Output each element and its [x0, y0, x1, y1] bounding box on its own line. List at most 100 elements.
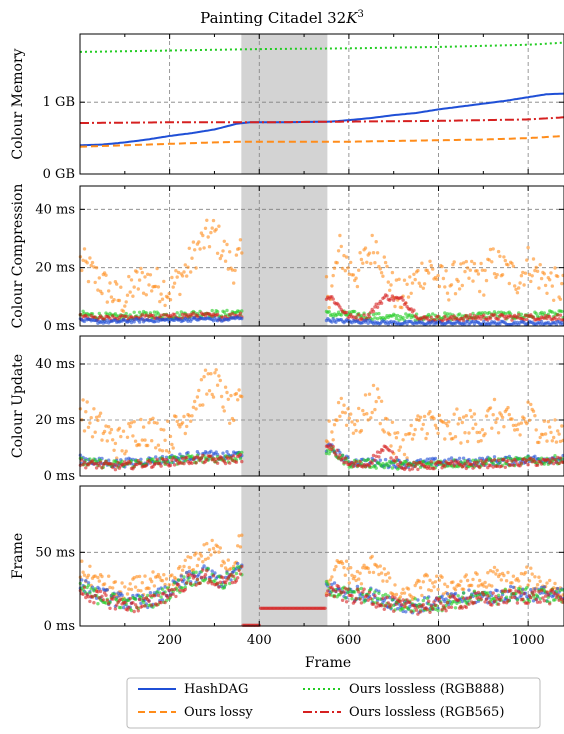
data-point-lossy: [470, 259, 474, 264]
data-point-lossy: [93, 430, 97, 434]
data-point-lossy: [166, 419, 170, 423]
data-point-rgb565: [351, 315, 356, 319]
data-point-rgb565: [552, 461, 556, 466]
data-point-rgb565: [334, 589, 338, 593]
data-point-lossy: [496, 249, 501, 254]
data-point-lossy: [219, 394, 224, 399]
data-point-lossy: [198, 247, 202, 251]
data-point-rgb565: [371, 309, 376, 314]
data-point-lossy: [82, 247, 87, 251]
data-point-lossy: [174, 269, 178, 273]
data-point-lossy: [560, 281, 564, 286]
data-point-lossy: [209, 372, 213, 376]
data-point-lossy: [120, 581, 124, 585]
data-point-rgb565: [338, 453, 342, 457]
data-point-rgb565: [361, 590, 365, 594]
data-point-lossy: [189, 270, 193, 274]
data-point-lossy: [96, 288, 100, 292]
data-point-lossy: [514, 287, 518, 292]
series-line-rgb565: [80, 116, 564, 124]
data-point-lossy: [222, 409, 226, 413]
data-point-lossy: [158, 299, 162, 304]
data-point-lossy: [113, 441, 118, 446]
data-point-lossy: [406, 587, 411, 591]
data-point-hashdag: [211, 319, 216, 323]
data-point-rgb565: [128, 461, 132, 465]
y-tick-label: 20 ms: [35, 261, 75, 276]
data-point-lossy: [336, 249, 341, 253]
data-point-rgb888: [425, 596, 429, 600]
data-point-rgb565: [343, 456, 347, 460]
data-point-rgb888: [222, 586, 226, 590]
data-point-rgb888: [339, 313, 343, 317]
data-point-rgb565: [358, 459, 362, 464]
data-point-lossy: [133, 585, 138, 589]
data-point-rgb565: [416, 467, 420, 472]
data-point-lossy: [379, 399, 384, 403]
data-point-rgb565: [429, 315, 433, 319]
data-point-lossy: [201, 560, 205, 564]
data-point-rgb565: [467, 315, 471, 319]
data-point-rgb565: [96, 590, 100, 594]
data-point-rgb565: [109, 462, 114, 466]
data-point-lossy: [178, 425, 182, 429]
data-point-lossy: [172, 281, 177, 285]
data-point-lossy: [88, 256, 92, 260]
y-axis-label: Colour Compression: [10, 184, 26, 329]
data-point-rgb565: [447, 605, 451, 610]
data-point-hashdag: [186, 450, 190, 455]
chart-title: Painting Citadel 32K3: [200, 9, 364, 27]
data-point-lossy: [427, 588, 431, 592]
data-point-hashdag: [428, 457, 432, 461]
data-point-rgb888: [326, 582, 330, 586]
data-point-rgb565: [232, 454, 236, 458]
data-point-rgb888: [132, 310, 136, 314]
data-point-lossy: [163, 438, 167, 442]
data-point-hashdag: [561, 453, 564, 458]
data-point-rgb565: [226, 456, 230, 461]
data-point-lossy: [480, 268, 485, 272]
data-point-rgb565: [429, 604, 433, 608]
data-point-lossy: [451, 436, 455, 441]
data-point-rgb565: [390, 450, 395, 454]
data-point-rgb565: [168, 593, 173, 597]
data-point-lossy: [418, 284, 423, 288]
data-point-lossy: [496, 431, 501, 435]
data-point-lossy: [467, 431, 471, 435]
data-point-rgb565: [513, 595, 517, 600]
data-point-rgb565: [131, 601, 135, 605]
data-point-lossy: [535, 583, 540, 587]
data-point-rgb888: [542, 462, 546, 466]
data-point-rgb565: [215, 461, 220, 465]
data-point-rgb565: [467, 602, 471, 606]
data-point-rgb565: [147, 599, 151, 603]
data-point-rgb565: [443, 314, 447, 319]
data-point-rgb565: [529, 456, 533, 460]
data-point-lossy: [324, 275, 329, 279]
data-point-rgb565: [414, 461, 419, 466]
data-point-rgb888: [433, 607, 438, 611]
data-point-lossy: [355, 419, 360, 423]
data-point-lossy: [102, 429, 107, 434]
data-point-rgb565: [456, 598, 460, 602]
data-point-lossy: [370, 233, 374, 238]
data-point-lossy: [436, 273, 440, 278]
data-point-lossy: [377, 395, 381, 400]
data-point-lossy: [361, 261, 365, 265]
data-point-rgb565: [164, 458, 169, 462]
data-point-rgb565: [443, 464, 447, 468]
data-point-rgb565: [460, 606, 464, 610]
data-point-rgb565: [159, 600, 163, 605]
data-point-rgb565: [335, 448, 339, 452]
data-point-lossy: [367, 570, 372, 574]
data-point-rgb565: [463, 462, 467, 466]
data-point-rgb565: [553, 592, 557, 596]
data-point-lossy: [353, 574, 357, 579]
data-point-lossy: [214, 368, 218, 372]
data-point-rgb565: [185, 455, 189, 460]
data-point-rgb565: [470, 462, 474, 467]
data-point-lossy: [545, 439, 549, 443]
panels: 0 GB 1 GB Colour Memory 0 ms 20 ms 40 ms Colou…: [10, 33, 564, 648]
data-point-rgb565: [440, 607, 444, 612]
data-point-lossy: [233, 268, 237, 273]
